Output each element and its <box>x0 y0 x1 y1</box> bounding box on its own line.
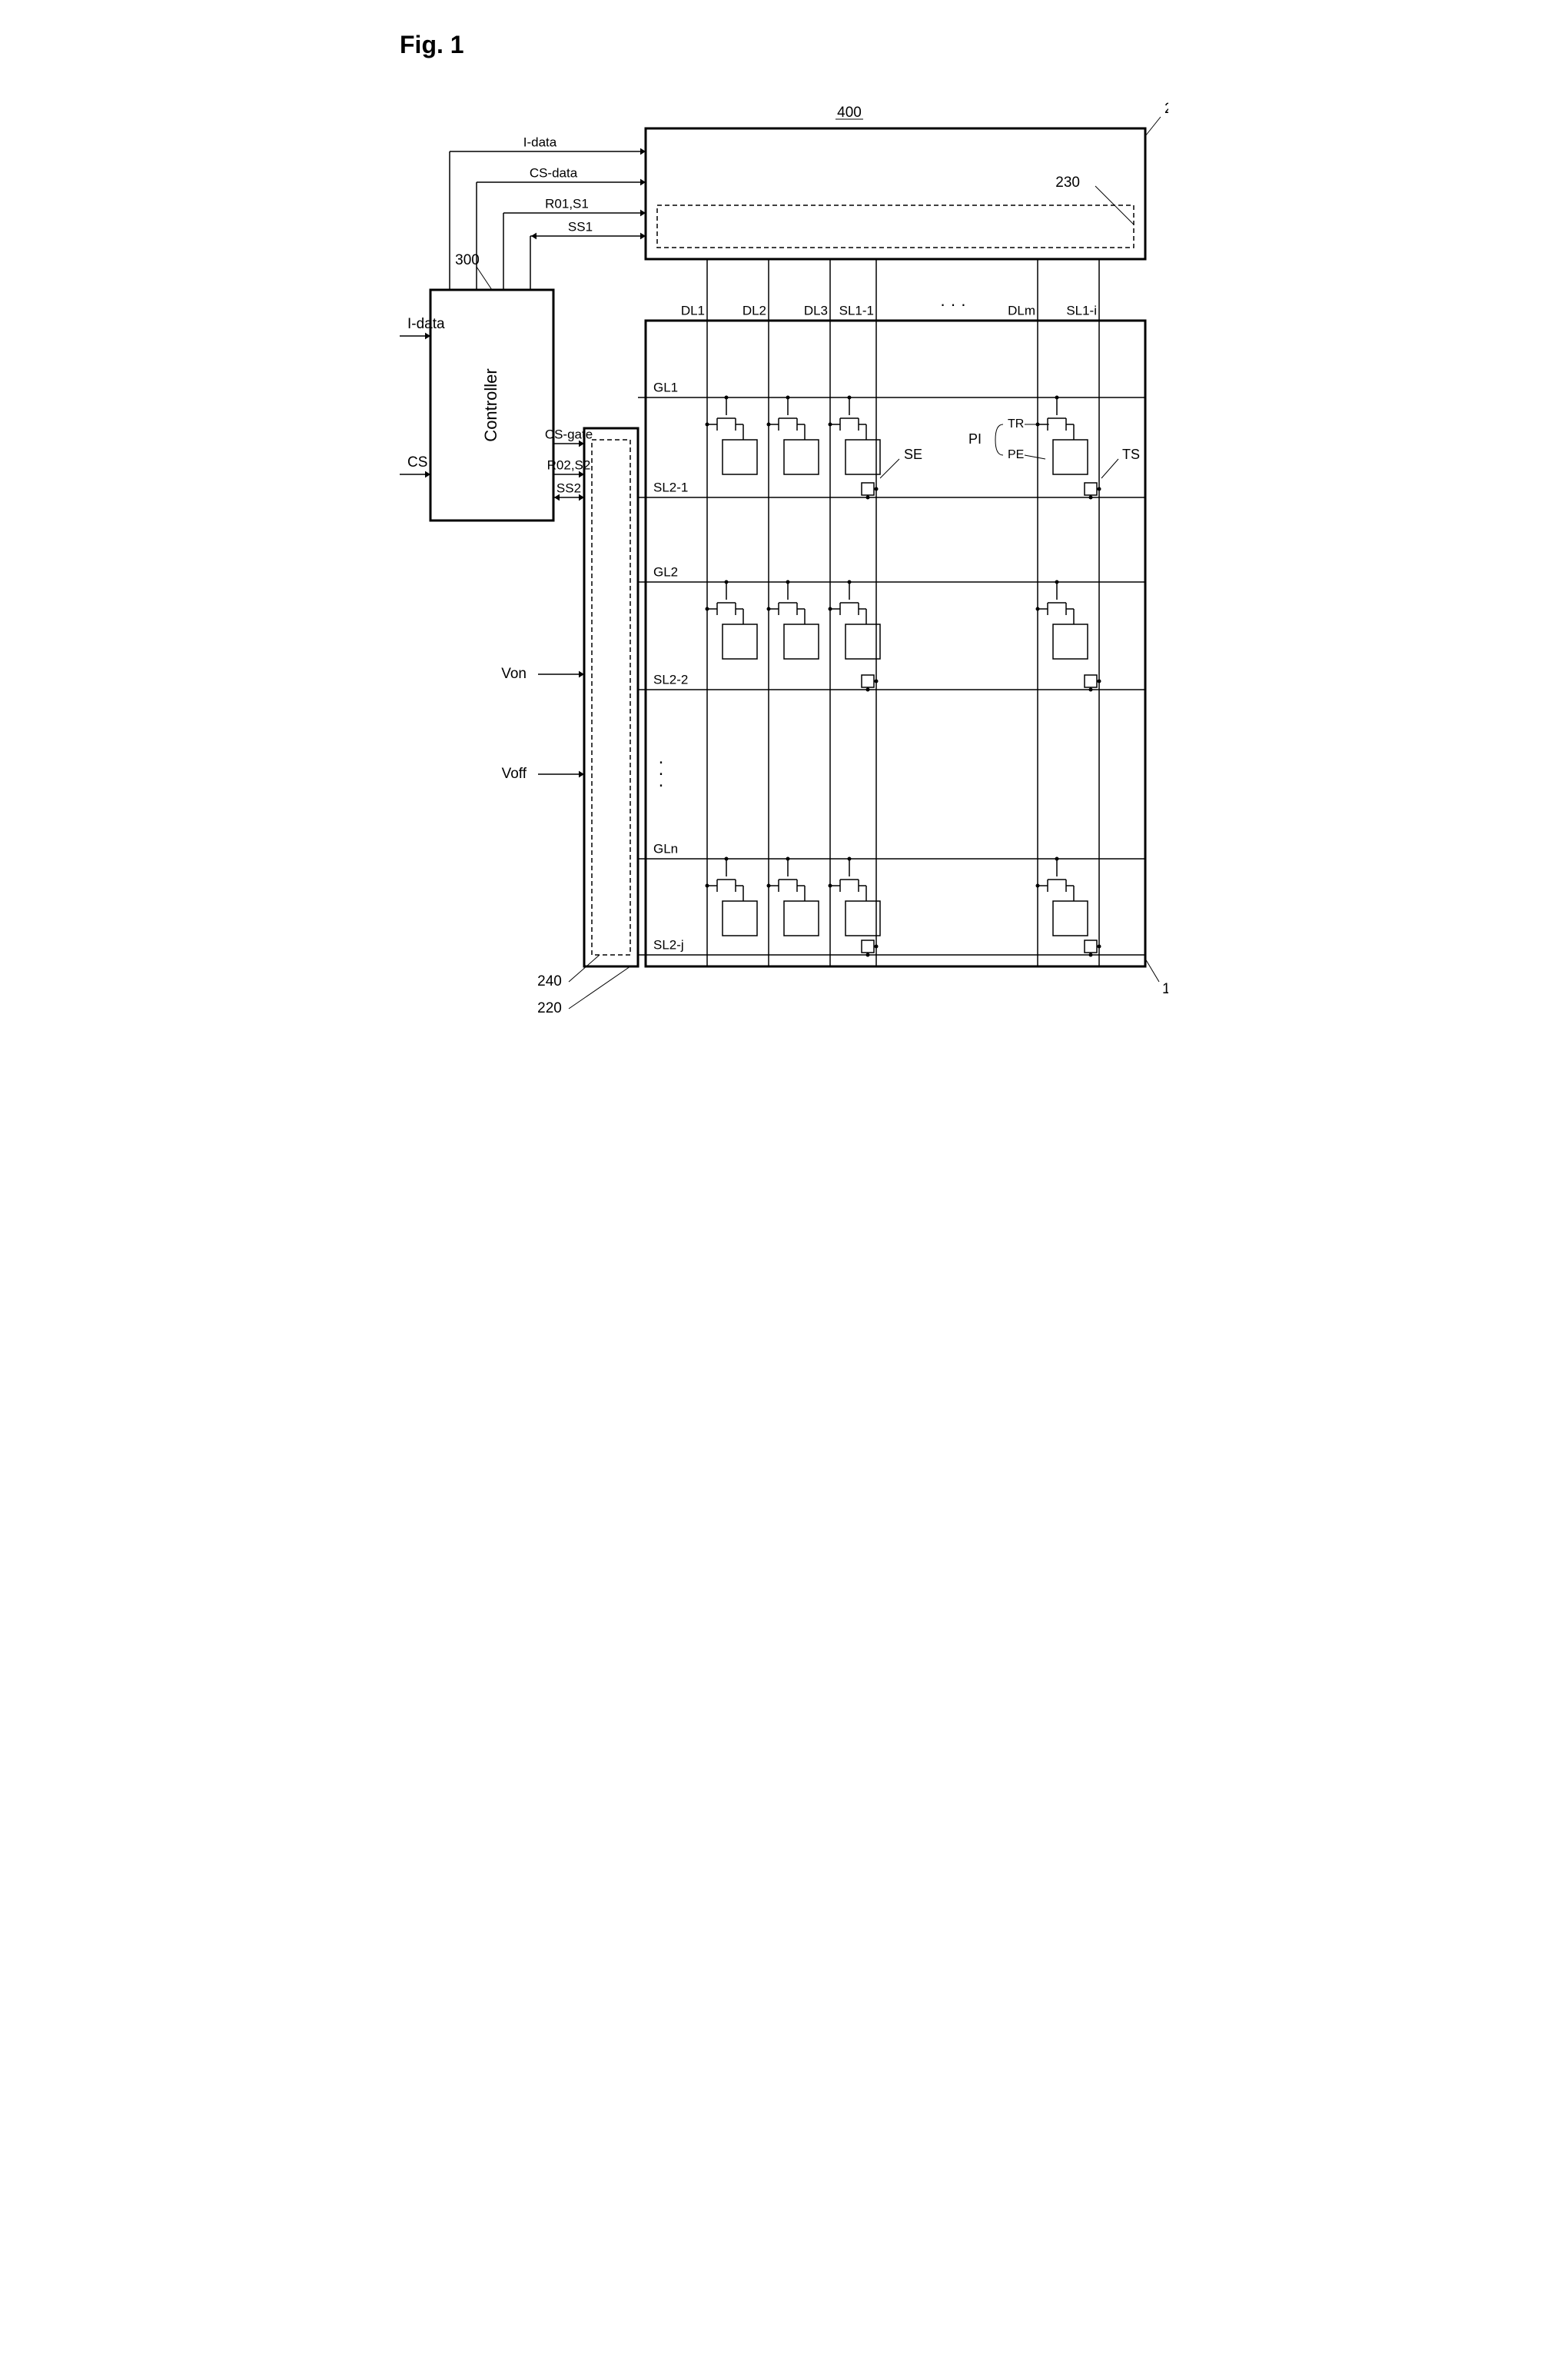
svg-text:SL1-i: SL1-i <box>1066 303 1097 318</box>
svg-text:DL2: DL2 <box>742 303 766 318</box>
svg-text:CS-data: CS-data <box>530 165 578 180</box>
svg-text:Controller: Controller <box>481 368 500 441</box>
svg-text:· · ·: · · · <box>940 294 966 314</box>
svg-text:·: · <box>658 774 664 795</box>
svg-text:400: 400 <box>837 105 862 121</box>
svg-text:SS2: SS2 <box>556 481 581 495</box>
svg-text:CS: CS <box>407 454 427 471</box>
svg-text:220: 220 <box>537 1000 562 1016</box>
svg-text:SE: SE <box>904 447 922 462</box>
svg-text:DLm: DLm <box>1008 303 1035 318</box>
svg-text:SL1-1: SL1-1 <box>839 303 874 318</box>
svg-text:230: 230 <box>1055 175 1080 191</box>
svg-text:Voff: Voff <box>502 766 527 782</box>
svg-text:GL2: GL2 <box>653 564 678 579</box>
svg-text:I-data: I-data <box>407 316 445 332</box>
svg-text:SL2-1: SL2-1 <box>653 480 688 494</box>
svg-text:I-data: I-data <box>523 135 557 149</box>
figure-title: Fig. 1 <box>400 31 1168 59</box>
svg-text:PE: PE <box>1008 448 1024 461</box>
svg-text:240: 240 <box>537 973 562 989</box>
svg-text:Von: Von <box>501 666 527 682</box>
svg-text:R01,S1: R01,S1 <box>545 196 589 211</box>
svg-text:PI: PI <box>968 431 982 447</box>
svg-text:TS: TS <box>1122 447 1140 462</box>
svg-text:TR: TR <box>1008 417 1024 431</box>
svg-text:GL1: GL1 <box>653 380 678 394</box>
svg-text:DL1: DL1 <box>681 303 705 318</box>
svg-text:100: 100 <box>1162 981 1168 997</box>
svg-text:210: 210 <box>1164 101 1168 117</box>
svg-text:SL2-2: SL2-2 <box>653 672 688 687</box>
svg-text:SS1: SS1 <box>568 219 593 234</box>
svg-text:SL2-j: SL2-j <box>653 937 684 952</box>
svg-text:300: 300 <box>455 252 480 268</box>
circuit-diagram: Controller 300 I-data CS 210 230 400 I-data CS-d… <box>400 82 1168 1159</box>
svg-text:GLn: GLn <box>653 841 678 856</box>
svg-text:DL3: DL3 <box>804 303 828 318</box>
